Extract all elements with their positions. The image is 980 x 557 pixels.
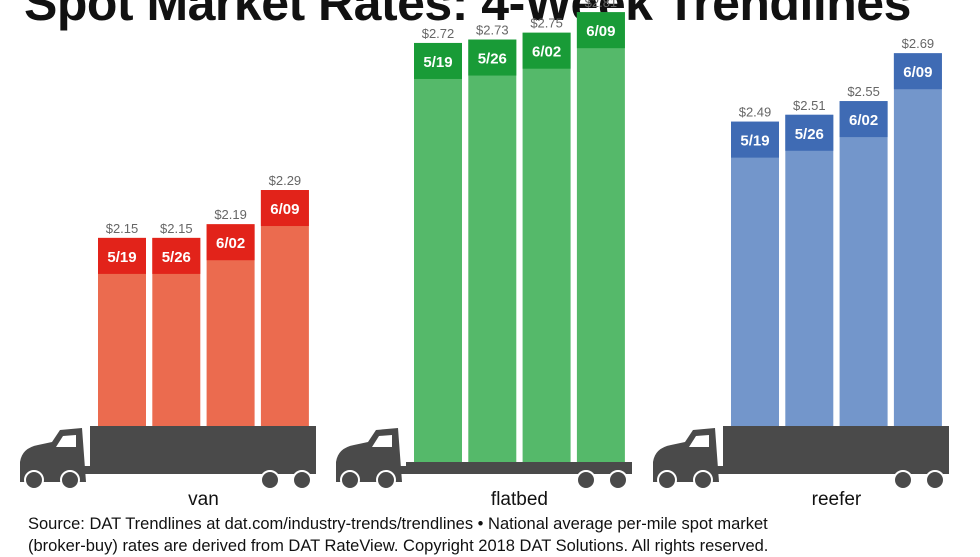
bar-date-band	[576, 12, 625, 49]
bar-date-label: 6/09	[586, 23, 615, 40]
bar-date-band	[785, 114, 834, 151]
bar-date-label: 6/02	[216, 235, 245, 252]
bar-flatbed-3	[576, 12, 625, 463]
bar-value-label: $2.19	[214, 207, 247, 222]
series-label-reefer: reefer	[812, 489, 862, 510]
bar-date-band	[206, 224, 255, 261]
bar-flatbed-1	[468, 39, 517, 462]
bar-reefer-1	[785, 114, 834, 426]
bar-value-label: $2.75	[530, 16, 563, 31]
van-truck-wheel	[260, 470, 280, 490]
chart-title: Spot Market Rates: 4-Week Trendlines	[24, 0, 911, 31]
bar-value-label: $2.72	[422, 26, 455, 41]
bar-reefer-0	[731, 121, 779, 427]
bar-date-band	[468, 39, 517, 76]
spot-rates-chart: 5/19$2.155/26$2.156/02$2.19 6/09$2.29van5…	[20, 0, 949, 510]
bar-date-band	[839, 101, 888, 138]
reefer-truck-wheel	[893, 470, 913, 490]
bar-date-band	[260, 190, 309, 227]
bar-date-band	[414, 42, 462, 79]
van-truck-wheel	[60, 470, 80, 490]
reefer-truck-cab-window	[689, 435, 709, 447]
flatbed-truck-wheel	[608, 470, 628, 490]
bar-date-label: 5/26	[162, 249, 191, 266]
bar-flatbed-2	[522, 32, 571, 462]
bar-van-3	[260, 190, 309, 426]
bar-date-label: 6/09	[270, 201, 299, 218]
van-truck-wheel	[292, 470, 312, 490]
bar-value-label: $2.15	[160, 221, 193, 236]
bar-reefer-2	[839, 101, 888, 426]
series-label-flatbed: flatbed	[491, 489, 548, 510]
reefer-group: 5/19 $2.49 5/26 $2.51 6/02 $2.55 6/09 $2.69 reef…	[653, 36, 949, 510]
reefer-truck-trailer	[723, 426, 949, 472]
reefer-truck-wheel	[925, 470, 945, 490]
flatbed-truck-wheel	[340, 470, 360, 490]
source-footnote: Source: DAT Trendlines at dat.com/indust…	[28, 513, 968, 557]
series-label-van: van	[188, 489, 219, 510]
bar-date-band	[893, 53, 942, 90]
footnote-line-1: Source: DAT Trendlines at dat.com/indust…	[28, 515, 768, 533]
footnote-line-2: (broker-buy) rates are derived from DAT …	[28, 537, 769, 555]
bar-value-label: $2.51	[793, 98, 826, 113]
bar-value-label: $2.29	[269, 173, 302, 188]
bar-value-label: $2.69	[902, 36, 935, 51]
bar-flatbed-0	[414, 42, 462, 463]
van-group: 5/19 $2.15 5/26 $2.15 6/02 $2.19 6/09 $2.29 van	[20, 173, 316, 510]
bar-date-label: 5/19	[107, 249, 136, 266]
bar-date-band	[731, 121, 779, 158]
bar-date-label: 6/02	[849, 112, 878, 129]
bar-date-label: 5/26	[795, 126, 824, 143]
van-truck-trailer	[90, 426, 316, 472]
bar-date-band	[152, 237, 201, 274]
bar-date-label: 6/09	[903, 64, 932, 81]
bar-date-label: 6/02	[532, 44, 561, 61]
reefer-truck-wheel	[693, 470, 713, 490]
van-truck-chassis	[58, 466, 316, 474]
bar-date-label: 5/19	[740, 133, 769, 150]
van-truck-wheel	[24, 470, 44, 490]
flatbed-truck-chassis	[374, 466, 632, 474]
bar-value-label: $2.81	[585, 0, 618, 10]
bar-date-band	[522, 32, 571, 69]
van-truck-cab-window	[56, 435, 76, 447]
flatbed-truck-cab-window	[372, 435, 392, 447]
bar-reefer-3	[893, 53, 942, 426]
reefer-truck-wheel	[657, 470, 677, 490]
bar-value-label: $2.15	[106, 221, 139, 236]
flatbed-truck-wheel	[576, 470, 596, 490]
bar-date-label: 5/26	[478, 51, 507, 68]
flatbed-truck-wheel	[376, 470, 396, 490]
bar-date-band	[98, 237, 146, 274]
bar-value-label: $2.55	[847, 84, 880, 99]
bar-value-label: $2.73	[476, 23, 509, 38]
flatbed-group: 5/19 $2.72 5/26 $2.73 6/02 $2.75 6/09 $2.81 flat…	[336, 0, 632, 510]
reefer-truck-chassis	[691, 466, 949, 474]
bar-value-label: $2.49	[739, 105, 772, 120]
bar-date-label: 5/19	[423, 54, 452, 71]
